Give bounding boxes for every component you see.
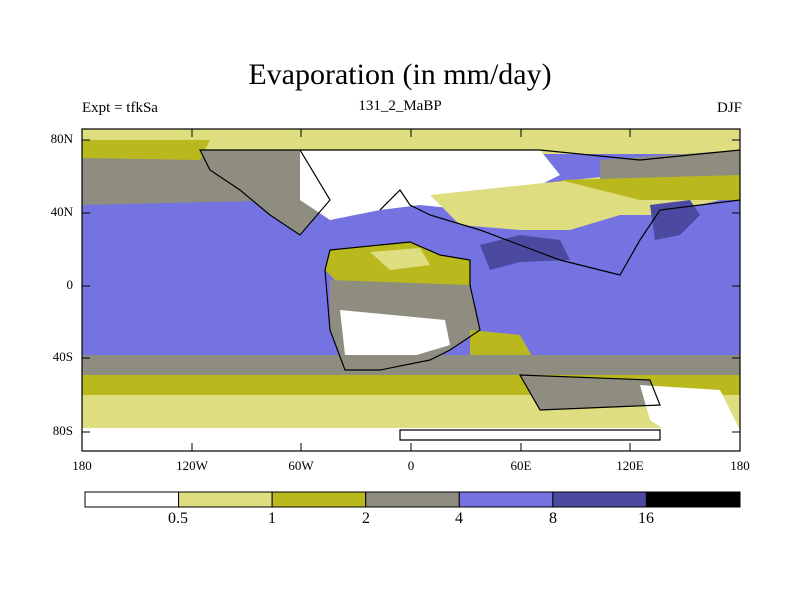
map-title: Evaporation (in mm/day)	[248, 58, 552, 91]
colorbar-label-0-5: 0.5	[168, 510, 188, 527]
colorbar-label-2: 2	[362, 510, 370, 527]
lat-label-40s: 40S	[52, 349, 73, 364]
colorbar-swatch	[365, 491, 460, 508]
colorbar-swatch	[84, 491, 180, 508]
colorbar-label-1: 1	[268, 510, 276, 527]
lon-label-0: 0	[407, 458, 415, 473]
colorbar-label-16: 16	[638, 510, 654, 527]
subtitle-label: 131_2_MaBP	[358, 98, 442, 114]
lon-label-180e: 180	[730, 458, 750, 473]
lon-label-60e: 60E	[510, 458, 532, 473]
field-australia-white	[640, 385, 740, 440]
colorbar-label-4: 4	[455, 510, 463, 527]
field-south-white	[340, 310, 450, 357]
experiment-label: Expt = tfkSa	[82, 100, 158, 116]
field-arabian-dark	[480, 235, 570, 270]
colorbar-swatch	[645, 491, 741, 508]
lat-label-0: 0	[66, 277, 74, 292]
lon-label-120w: 120W	[176, 458, 208, 473]
field-namerica-grey	[200, 150, 330, 235]
lat-label-80s: 80S	[52, 423, 73, 438]
colorbar-swatch	[458, 491, 554, 508]
evaporation-field	[82, 129, 741, 451]
lat-label-40n: 40N	[50, 204, 73, 219]
field-australia-grey	[520, 375, 660, 410]
axis-ticks	[82, 129, 740, 451]
field-eurasia-white	[300, 150, 560, 220]
colorbar-swatch	[178, 491, 273, 508]
lon-label-60w: 60W	[288, 458, 314, 473]
lat-label-80n: 80N	[50, 131, 73, 146]
lon-label-180w: 180	[72, 458, 92, 473]
field-south-grey-belt	[82, 355, 740, 375]
colorbar-swatch	[552, 491, 647, 508]
coastlines	[199, 149, 741, 441]
field-north-olive	[82, 140, 210, 160]
colorbar-swatch	[271, 491, 367, 508]
season-label: DJF	[716, 100, 742, 116]
field-sahara-pale	[370, 248, 430, 270]
lon-label-120e: 120E	[616, 458, 644, 473]
colorbar	[84, 491, 741, 508]
field-asia-olive	[560, 175, 740, 200]
colorbar-label-8: 8	[549, 510, 557, 527]
